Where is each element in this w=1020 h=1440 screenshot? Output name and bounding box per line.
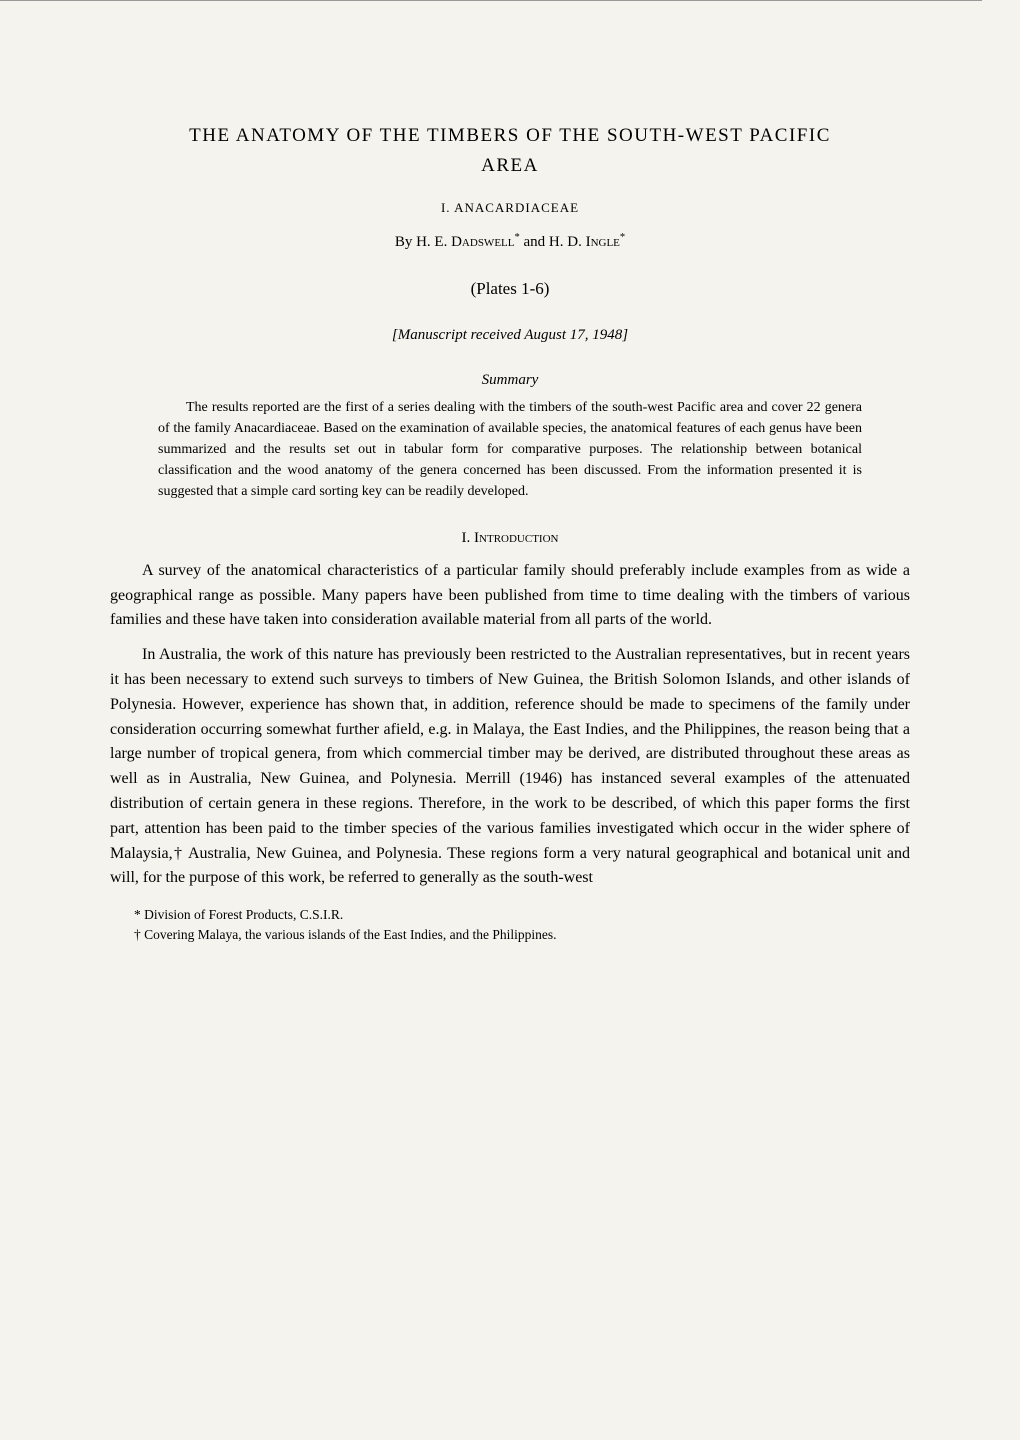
footnote-2-marker: † [134,927,144,942]
paragraph-2: In Australia, the work of this nature ha… [110,643,910,891]
page-container: THE ANATOMY OF THE TIMBERS OF THE SOUTH-… [0,1,1020,1006]
title-line-2: AREA [481,155,539,176]
footnote-2: † Covering Malaya, the various islands o… [110,925,910,945]
authors-line: By H. E. Dadswell* and H. D. Ingle* [110,234,910,251]
footnotes-block: * Division of Forest Products, C.S.I.R. … [110,905,910,946]
author-separator: and [520,234,549,250]
authors-by: By [395,234,416,250]
summary-body: The results reported are the first of a … [158,397,862,502]
author2-surname: Ingle [586,234,620,250]
author2-footnote-marker: * [620,232,625,243]
paper-title: THE ANATOMY OF THE TIMBERS OF THE SOUTH-… [110,121,910,182]
footnote-1-text: Division of Forest Products, C.S.I.R. [144,907,343,922]
author2-initials: H. D. [549,234,586,250]
footnote-1-marker: * [134,907,144,922]
footnote-2-text: Covering Malaya, the various islands of … [144,927,556,942]
summary-heading: Summary [110,372,910,389]
author1-surname: Dadswell [451,234,514,250]
plates-line: (Plates 1-6) [110,279,910,299]
paragraph-1: A survey of the anatomical characteristi… [110,559,910,633]
manuscript-date: [Manuscript received August 17, 1948] [110,327,910,344]
paper-subtitle: I. ANACARDIACEAE [110,200,910,216]
section-heading-introduction: I. Introduction [110,530,910,547]
section-number: I. [462,530,475,546]
title-line-1: THE ANATOMY OF THE TIMBERS OF THE SOUTH-… [189,125,831,146]
author1-initials: H. E. [416,234,451,250]
footnote-1: * Division of Forest Products, C.S.I.R. [110,905,910,925]
section-title: Introduction [474,530,558,546]
